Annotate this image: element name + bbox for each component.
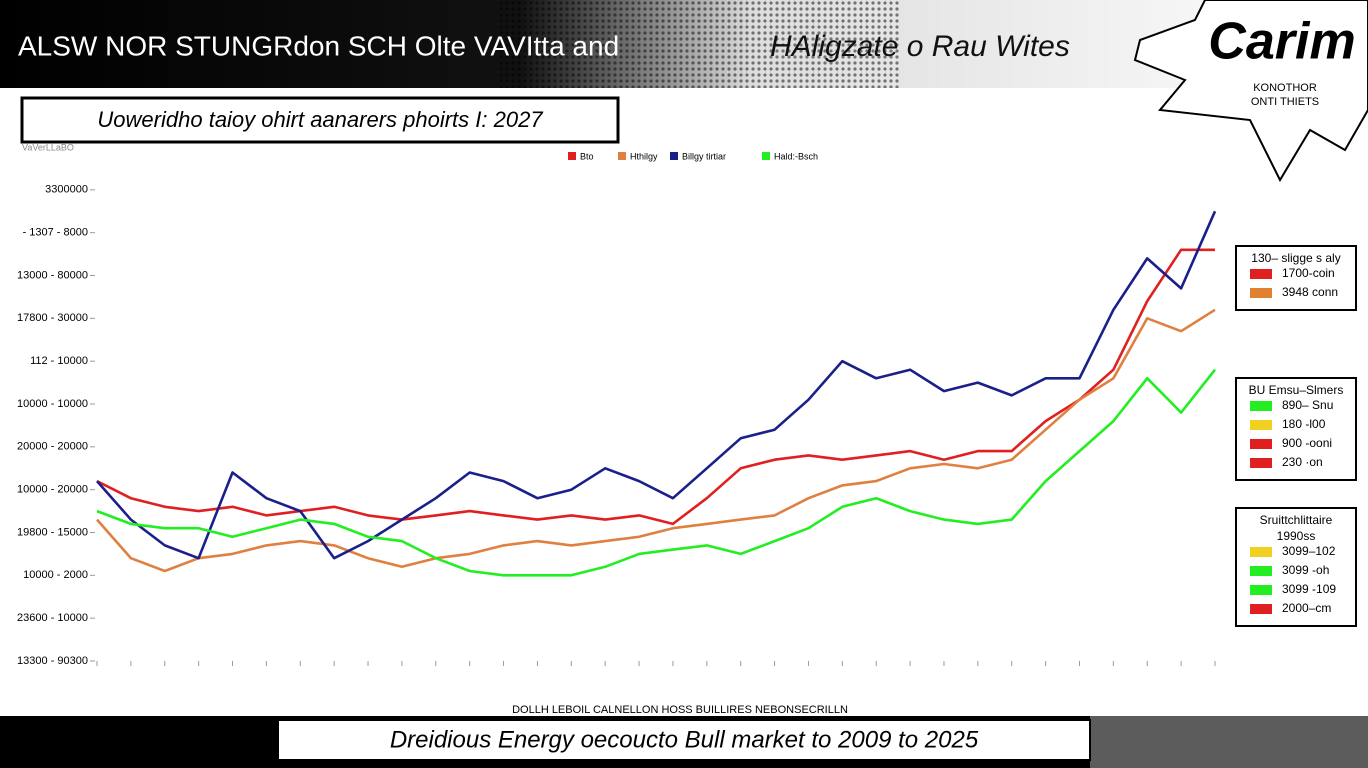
panel-swatch — [1250, 604, 1272, 614]
panel-item: 2000–cm — [1282, 601, 1331, 615]
panel-item: 3099 -oh — [1282, 563, 1329, 577]
subtitle-box — [20, 96, 620, 144]
panel-item: 890– Snu — [1282, 398, 1333, 412]
panel-swatch — [1250, 269, 1272, 279]
legend-swatch — [618, 152, 626, 160]
panel-swatch — [1250, 288, 1272, 298]
legend-swatch — [762, 152, 770, 160]
panel-swatch — [1250, 566, 1272, 576]
line-series — [96, 210, 1217, 560]
footer-text: Dreidious Energy oecoucto Bull market to… — [390, 726, 979, 753]
y-tick-label: 13300 - 90300 — [17, 655, 88, 667]
panel-item: 230 ·on — [1282, 455, 1323, 469]
panel-item: 900 -ooni — [1282, 436, 1332, 450]
panel-swatch — [1250, 585, 1272, 595]
panel-swatch — [1250, 420, 1272, 430]
y-tick-label: 13000 - 80000 — [17, 269, 88, 281]
logo-word: Carim — [1208, 13, 1355, 71]
y-tick-label: 20000 - 20000 — [17, 441, 88, 453]
panel-swatch — [1250, 547, 1272, 557]
line-series — [96, 248, 1215, 526]
legend-label: Bto — [580, 151, 594, 161]
legend-swatch — [568, 152, 576, 160]
header-title: ALSW NOR STUNGRdon SCH Olte VAVItta and — [18, 30, 619, 61]
panel-item: 180 -l00 — [1282, 417, 1326, 431]
y-tick-label: - 1307 - 8000 — [23, 227, 88, 239]
panel-item: 3099–102 — [1282, 544, 1336, 558]
y-tick-label: 10000 - 20000 — [17, 484, 88, 496]
panel-title: Sruittchlittaire — [1260, 513, 1333, 527]
legend-label: Hthilgy — [630, 151, 658, 161]
panel-subtitle: 1990ss — [1277, 529, 1316, 543]
line-series — [96, 368, 1217, 577]
panel-item: 3099 -109 — [1282, 582, 1336, 596]
panel-swatch — [1250, 458, 1272, 468]
corner-label: VaVerLLaBO — [22, 142, 74, 152]
panel-title: BU Emsu–Slmers — [1249, 383, 1344, 397]
panel-item: 3948 conn — [1282, 285, 1338, 299]
y-tick-label: 10000 - 2000 — [23, 569, 88, 581]
footer-box — [277, 719, 1091, 761]
legend-label: Hald:-Bsch — [774, 151, 818, 161]
y-tick-label: 23600 - 10000 — [17, 612, 88, 624]
x-axis-label: DOLLH LEBOIL CALNELLON HOSS BUILLIRES NE… — [512, 704, 848, 716]
panel-item: 1700-coin — [1282, 266, 1335, 280]
header-halftone — [500, 0, 900, 88]
y-tick-label: 17800 - 30000 — [17, 312, 88, 324]
y-tick-label: 112 - 10000 — [30, 355, 88, 367]
panel-swatch — [1250, 401, 1272, 411]
line-series — [96, 308, 1216, 573]
logo-burst — [1133, 0, 1368, 183]
y-tick-label: 10000 - 10000 — [17, 398, 88, 410]
legend-label: Billgy tirtiar — [682, 151, 726, 161]
y-tick-label: 3300000 — [45, 184, 88, 196]
legend-swatch — [670, 152, 678, 160]
panel-title: 130– sligge s aly — [1251, 251, 1340, 265]
footer-halftone — [1090, 716, 1368, 768]
subtitle: Uoweridho taioy ohirt aanarers phoirts I… — [97, 107, 543, 132]
header-title-right: HAligzate o Rau Wites — [770, 30, 1070, 63]
panel-swatch — [1250, 439, 1272, 449]
logo-line: KONOTHOR — [1253, 82, 1317, 94]
y-tick-label: 19800 - 15000 — [17, 526, 88, 538]
logo-line: ONTI THIETS — [1251, 96, 1319, 108]
